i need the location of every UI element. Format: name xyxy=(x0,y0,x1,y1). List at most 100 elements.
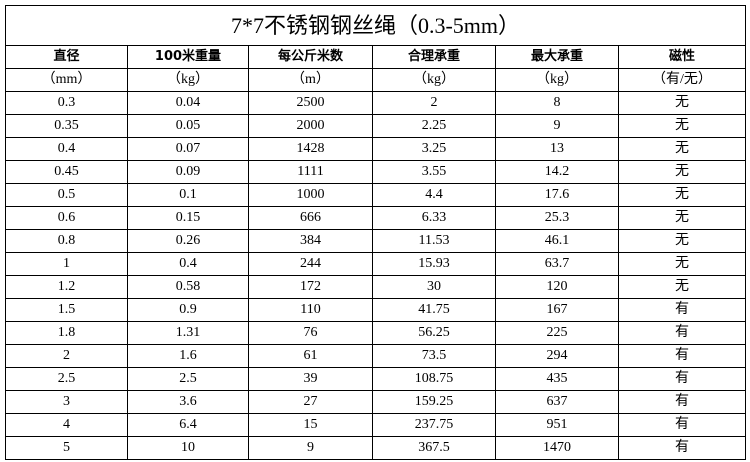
data-cell: 0.4 xyxy=(5,137,128,161)
data-cell: 2.5 xyxy=(5,367,128,391)
data-cell: 9 xyxy=(248,436,373,460)
unit-cell: （有/无） xyxy=(618,68,746,92)
data-row: 0.4 0.07 1428 3.25 13 无 xyxy=(5,137,746,161)
data-cell: 3.55 xyxy=(372,160,496,184)
data-cell: 0.58 xyxy=(127,275,249,299)
data-row: 5 10 9 367.5 1470 有 xyxy=(5,436,746,460)
header-cell: 每公斤米数 xyxy=(248,45,373,69)
data-cell: 294 xyxy=(495,344,619,368)
data-cell: 2.5 xyxy=(127,367,249,391)
data-cell: 0.09 xyxy=(127,160,249,184)
data-cell: 1000 xyxy=(248,183,373,207)
data-cell: 108.75 xyxy=(372,367,496,391)
data-cell: 41.75 xyxy=(372,298,496,322)
data-cell: 637 xyxy=(495,390,619,414)
data-cell: 39 xyxy=(248,367,373,391)
data-cell: 367.5 xyxy=(372,436,496,460)
data-row: 1.5 0.9 110 41.75 167 有 xyxy=(5,298,746,322)
data-cell: 有 xyxy=(618,344,746,368)
data-cell: 225 xyxy=(495,321,619,345)
title-row: 7*7不锈钢钢丝绳（0.3-5mm） xyxy=(5,5,746,46)
data-cell: 15.93 xyxy=(372,252,496,276)
data-cell: 6.33 xyxy=(372,206,496,230)
data-cell: 5 xyxy=(5,436,128,460)
data-cell: 14.2 xyxy=(495,160,619,184)
data-cell: 0.9 xyxy=(127,298,249,322)
data-cell: 13 xyxy=(495,137,619,161)
data-cell: 1111 xyxy=(248,160,373,184)
table-title: 7*7不锈钢钢丝绳（0.3-5mm） xyxy=(5,5,746,46)
data-row: 3 3.6 27 159.25 637 有 xyxy=(5,390,746,414)
data-cell: 无 xyxy=(618,206,746,230)
data-cell: 0.15 xyxy=(127,206,249,230)
data-row: 0.45 0.09 1111 3.55 14.2 无 xyxy=(5,160,746,184)
data-cell: 有 xyxy=(618,367,746,391)
data-cell: 无 xyxy=(618,160,746,184)
data-cell: 237.75 xyxy=(372,413,496,437)
data-row: 0.5 0.1 1000 4.4 17.6 无 xyxy=(5,183,746,207)
data-cell: 63.7 xyxy=(495,252,619,276)
unit-cell: （mm） xyxy=(5,68,128,92)
data-cell: 6.4 xyxy=(127,413,249,437)
data-cell: 2500 xyxy=(248,91,373,115)
data-cell: 无 xyxy=(618,275,746,299)
data-cell: 167 xyxy=(495,298,619,322)
data-cell: 1.5 xyxy=(5,298,128,322)
data-cell: 951 xyxy=(495,413,619,437)
data-cell: 244 xyxy=(248,252,373,276)
data-cell: 0.35 xyxy=(5,114,128,138)
data-row: 4 6.4 15 237.75 951 有 xyxy=(5,413,746,437)
data-row: 2.5 2.5 39 108.75 435 有 xyxy=(5,367,746,391)
data-cell: 384 xyxy=(248,229,373,253)
data-cell: 无 xyxy=(618,252,746,276)
data-cell: 9 xyxy=(495,114,619,138)
data-cell: 17.6 xyxy=(495,183,619,207)
header-cell: 磁性 xyxy=(618,45,746,69)
data-cell: 8 xyxy=(495,91,619,115)
data-cell: 1.2 xyxy=(5,275,128,299)
data-cell: 15 xyxy=(248,413,373,437)
units-row: （mm） （kg） （m） （kg） （kg） （有/无） xyxy=(5,68,746,92)
data-row: 1.8 1.31 76 56.25 225 有 xyxy=(5,321,746,345)
data-cell: 159.25 xyxy=(372,390,496,414)
data-row: 0.35 0.05 2000 2.25 9 无 xyxy=(5,114,746,138)
data-cell: 4 xyxy=(5,413,128,437)
data-cell: 1.6 xyxy=(127,344,249,368)
header-cell: 100米重量 xyxy=(127,45,249,69)
data-cell: 0.04 xyxy=(127,91,249,115)
data-cell: 27 xyxy=(248,390,373,414)
data-cell: 0.26 xyxy=(127,229,249,253)
data-cell: 4.4 xyxy=(372,183,496,207)
data-cell: 0.45 xyxy=(5,160,128,184)
data-row: 1.2 0.58 172 30 120 无 xyxy=(5,275,746,299)
data-cell: 172 xyxy=(248,275,373,299)
data-cell: 120 xyxy=(495,275,619,299)
data-row: 0.8 0.26 384 11.53 46.1 无 xyxy=(5,229,746,253)
data-cell: 3.25 xyxy=(372,137,496,161)
data-cell: 无 xyxy=(618,229,746,253)
data-cell: 0.1 xyxy=(127,183,249,207)
data-cell: 0.07 xyxy=(127,137,249,161)
unit-cell: （kg） xyxy=(127,68,249,92)
data-cell: 无 xyxy=(618,183,746,207)
data-cell: 0.6 xyxy=(5,206,128,230)
data-cell: 有 xyxy=(618,298,746,322)
header-cell: 直径 xyxy=(5,45,128,69)
data-cell: 0.8 xyxy=(5,229,128,253)
data-cell: 3 xyxy=(5,390,128,414)
data-cell: 435 xyxy=(495,367,619,391)
data-cell: 1 xyxy=(5,252,128,276)
data-cell: 0.5 xyxy=(5,183,128,207)
data-cell: 46.1 xyxy=(495,229,619,253)
unit-cell: （kg） xyxy=(372,68,496,92)
data-cell: 2 xyxy=(5,344,128,368)
data-cell: 56.25 xyxy=(372,321,496,345)
data-cell: 2000 xyxy=(248,114,373,138)
data-cell: 有 xyxy=(618,413,746,437)
data-cell: 有 xyxy=(618,436,746,460)
data-cell: 3.6 xyxy=(127,390,249,414)
data-cell: 25.3 xyxy=(495,206,619,230)
data-cell: 有 xyxy=(618,390,746,414)
data-cell: 61 xyxy=(248,344,373,368)
